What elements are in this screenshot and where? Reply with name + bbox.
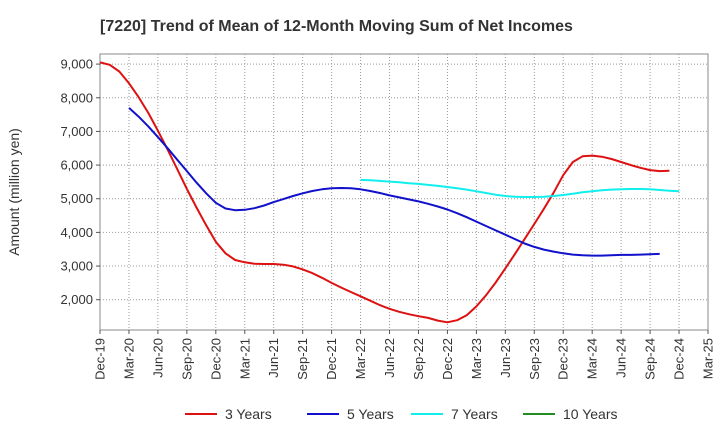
x-tick-label: Sep-21 — [295, 338, 310, 380]
x-tick-label: Jun-21 — [266, 338, 281, 378]
y-tick-label: 4,000 — [60, 225, 93, 240]
x-tick-label: Mar-20 — [121, 338, 136, 379]
legend-item: 7 Years — [411, 406, 498, 422]
series-line-3-years — [99, 61, 670, 324]
legend-label: 5 Years — [347, 406, 394, 422]
x-tick-label: Jun-23 — [498, 338, 513, 378]
legend: 3 Years 5 Years 7 Years 10 Years — [185, 406, 618, 422]
y-tick-label: 5,000 — [60, 191, 93, 206]
x-tick-label: Sep-23 — [527, 338, 542, 380]
x-tick-label: Jun-20 — [150, 338, 165, 378]
series-lines — [99, 61, 680, 324]
x-tick-label: Dec-20 — [208, 338, 223, 380]
x-tick-label: Mar-24 — [585, 338, 600, 379]
legend-item: 10 Years — [523, 406, 618, 422]
x-tick-label: Dec-22 — [440, 338, 455, 380]
plot-area — [99, 53, 709, 331]
x-tick-label: Sep-24 — [643, 338, 658, 380]
x-tick-label: Sep-20 — [179, 338, 194, 380]
y-tick-label: 3,000 — [60, 259, 93, 274]
y-tick-label: 7,000 — [60, 124, 93, 139]
x-tick-label: Mar-22 — [353, 338, 368, 379]
x-tick-label: Dec-23 — [556, 338, 571, 380]
x-tick-label: Mar-21 — [237, 338, 252, 379]
legend-item: 5 Years — [307, 406, 394, 422]
legend-label: 3 Years — [225, 406, 272, 422]
y-tick-label: 8,000 — [60, 90, 93, 105]
y-tick-label: 6,000 — [60, 158, 93, 173]
legend-label: 7 Years — [451, 406, 498, 422]
x-tick-label: Dec-21 — [324, 338, 339, 380]
x-tick-label: Jun-22 — [382, 338, 397, 378]
y-axis-ticks: 2,000 3,000 4,000 5,000 6,000 7,000 8,000 9,000 — [60, 57, 100, 307]
x-tick-label: Dec-19 — [93, 338, 108, 380]
series-line-5-years — [128, 107, 660, 257]
x-axis-ticks: Dec-19 Mar-20 Jun-20 Sep-20 Dec-20 Mar-21 Jun-… — [93, 330, 716, 380]
legend-item: 3 Years — [185, 406, 272, 422]
x-tick-label: Dec-24 — [672, 338, 687, 380]
chart-title: [7220] Trend of Mean of 12-Month Moving … — [100, 18, 573, 35]
y-axis-label: Amount (million yen) — [6, 128, 22, 256]
series-line-7-years — [360, 178, 680, 198]
x-tick-label: Sep-22 — [411, 338, 426, 380]
x-tick-label: Mar-25 — [701, 338, 716, 379]
y-tick-label: 2,000 — [60, 292, 93, 307]
legend-label: 10 Years — [563, 406, 618, 422]
y-tick-label: 9,000 — [60, 57, 93, 72]
x-tick-label: Mar-23 — [469, 338, 484, 379]
x-tick-label: Jun-24 — [614, 338, 629, 378]
